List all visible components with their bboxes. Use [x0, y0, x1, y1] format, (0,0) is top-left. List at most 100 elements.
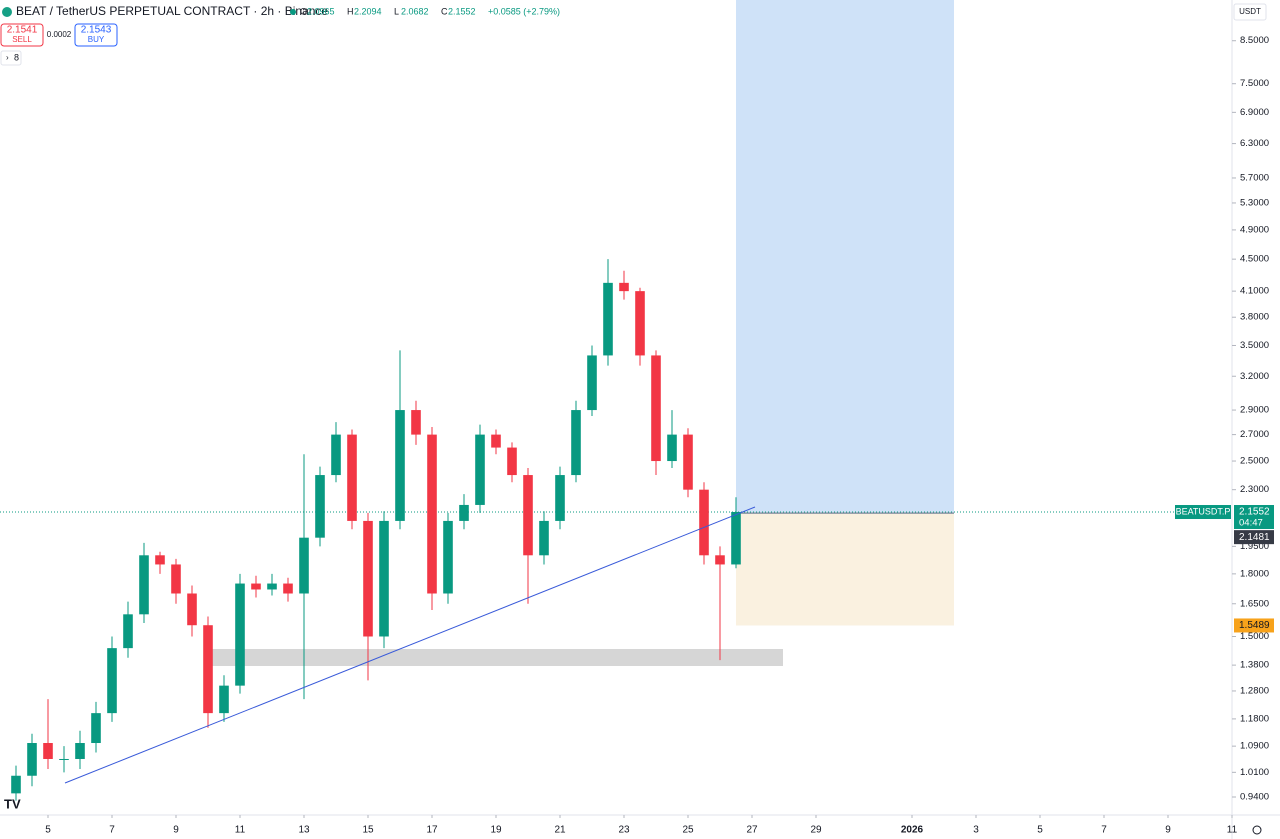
candle-body: [587, 355, 597, 411]
ohlc: O 2.0965 H 2.2094 L 2.0682 C 2.1552 +0.0585 (+2.…: [300, 6, 560, 16]
x-tick-label: 11: [235, 825, 246, 836]
y-tick-label: 1.9500: [1240, 541, 1269, 552]
sell-button[interactable]: [0, 23, 44, 47]
candle-body: [395, 410, 405, 521]
candle-body: [235, 583, 245, 686]
x-tick-label: 2026: [901, 825, 924, 836]
ohlc-label: O: [300, 6, 307, 16]
y-tick-label: 2.3000: [1240, 484, 1269, 495]
x-tick-label: 25: [682, 825, 694, 836]
ohlc-label: H: [347, 6, 354, 16]
y-tick-label: 1.1800: [1240, 713, 1269, 724]
y-tick-label: 6.3000: [1240, 138, 1269, 149]
candle-body: [411, 410, 421, 435]
y-tick-label: 2.9000: [1240, 405, 1269, 416]
candle-body: [555, 475, 565, 521]
x-tick-label: 29: [810, 825, 822, 836]
candle-body: [523, 475, 533, 556]
buy-price: 2.1543: [81, 25, 112, 36]
indicator-count: 8: [14, 52, 19, 62]
countdown-label: 04:47: [1239, 518, 1263, 529]
ohlc-label: C: [441, 6, 448, 16]
candle-body: [139, 555, 149, 615]
candle-body: [107, 648, 117, 714]
x-tick-label: 17: [426, 825, 438, 836]
candle-body: [187, 593, 197, 626]
x-tick-label: 13: [298, 825, 310, 836]
x-tick-label: 9: [1165, 825, 1171, 836]
candle-body: [203, 625, 213, 714]
candle-body: [91, 713, 101, 744]
x-tick-label: 19: [490, 825, 502, 836]
candle-body: [459, 504, 469, 521]
x-tick-label: 7: [1101, 825, 1107, 836]
ohlc-label: L: [394, 6, 399, 16]
tv-logo[interactable]: TV: [4, 796, 21, 811]
position-target-zone: [736, 0, 954, 514]
candle-body: [571, 410, 581, 476]
x-tick-label: 9: [173, 825, 179, 836]
x-tick-label: 3: [973, 825, 979, 836]
x-tick-label: 5: [45, 825, 51, 836]
candle-body: [667, 434, 677, 462]
x-tick-label: 23: [618, 825, 630, 836]
candle-body: [299, 537, 309, 594]
candle-body: [315, 475, 325, 538]
y-tick-label: 2.5000: [1240, 456, 1269, 467]
symbol-icon: [2, 7, 12, 17]
support-zone: [205, 649, 783, 666]
y-tick-label: 3.5000: [1240, 340, 1269, 351]
ohlc-change: +0.0585 (+2.79%): [488, 6, 560, 16]
candle-body: [475, 434, 485, 505]
y-tick-label: 3.8000: [1240, 312, 1269, 323]
y-tick-label: 1.0900: [1240, 741, 1269, 752]
candle-body: [635, 291, 645, 356]
candle-body: [155, 555, 165, 565]
candle-body: [219, 685, 229, 714]
indicators-toggle[interactable]: [0, 50, 22, 66]
candle-body: [539, 520, 549, 556]
candles: [11, 259, 741, 801]
candle-body: [123, 614, 133, 649]
symbol-tag-label: BEATUSDT.P: [1176, 506, 1231, 516]
candle-body: [603, 282, 613, 356]
buy-button[interactable]: [74, 23, 118, 47]
candle-body: [59, 758, 69, 760]
y-tick-label: 1.8000: [1240, 568, 1269, 579]
settings-icon[interactable]: [1252, 825, 1262, 835]
y-tick-label: 1.6500: [1240, 598, 1269, 609]
ohlc-value: 2.0682: [401, 6, 429, 16]
candle-body: [43, 743, 53, 759]
y-tick-label: 1.0100: [1240, 767, 1269, 778]
currency: USDT: [1239, 7, 1261, 16]
candle-body: [251, 583, 261, 590]
y-tick-label: 5.3000: [1240, 197, 1269, 208]
stop-price-label: 1.5489: [1239, 620, 1270, 631]
candle-body: [699, 489, 709, 556]
trendline: [64, 506, 756, 784]
last-price-tag: [1234, 505, 1274, 530]
y-tick-label: 0.9400: [1240, 792, 1269, 803]
currency-button[interactable]: [1233, 3, 1267, 21]
y-tick-label: 1.3800: [1240, 660, 1269, 671]
buy-label: BUY: [88, 35, 105, 44]
candle-body: [11, 775, 21, 794]
candle-body: [171, 564, 181, 594]
candle-body: [283, 583, 293, 594]
candle-body: [443, 520, 453, 594]
candle-body: [651, 355, 661, 462]
symbol-title[interactable]: BEAT / TetherUS PERPETUAL CONTRACT · 2h …: [16, 4, 328, 18]
candle-body: [619, 282, 629, 292]
x-tick-label: 21: [554, 825, 566, 836]
candle-body: [683, 434, 693, 490]
last-price-label: 2.1552: [1239, 507, 1270, 518]
x-tick-label: 5: [1037, 825, 1043, 836]
ohlc-value: 2.1552: [448, 6, 476, 16]
status-dot: [290, 9, 296, 15]
candle-body: [507, 447, 517, 476]
candle-body: [347, 434, 357, 521]
overlays: [0, 0, 1232, 666]
